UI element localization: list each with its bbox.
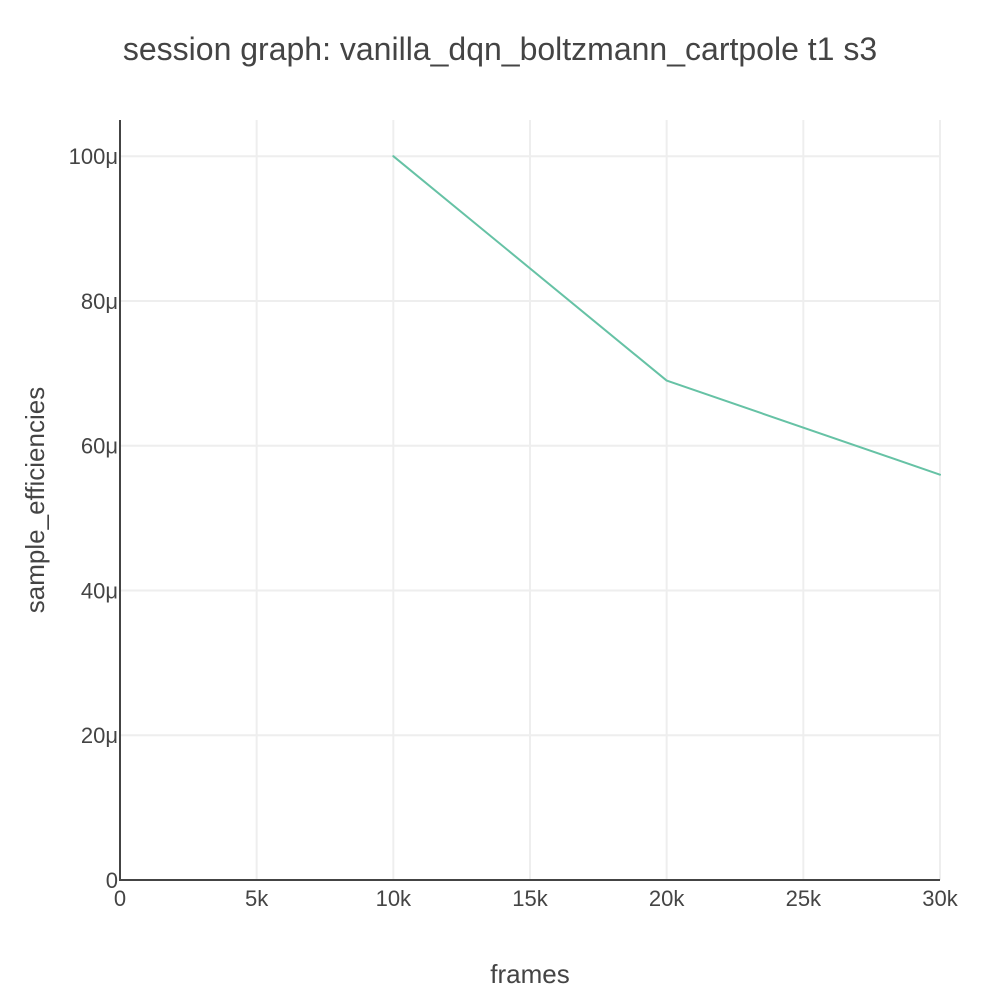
x-tick-label: 5k [245,886,269,911]
y-tick-label: 20μ [81,723,118,748]
x-tick-label: 25k [786,886,822,911]
y-tick-label: 100μ [69,144,118,169]
y-tick-label: 80μ [81,289,118,314]
x-tick-label: 10k [376,886,412,911]
y-tick-label: 0 [106,868,118,893]
x-tick-label: 30k [922,886,958,911]
series-layer [392,155,941,476]
y-axis-title: sample_efficiencies [20,387,50,613]
series-line [392,155,941,476]
y-tick-label: 40μ [81,578,118,603]
x-tick-label: 0 [114,886,126,911]
x-axis-ticks: 0 5k 10k 15k 20k 25k 30k [114,886,959,911]
y-axis-ticks: 0 20μ 40μ 60μ 80μ 100μ [69,144,118,893]
y-tick-label: 60μ [81,434,118,459]
x-tick-label: 20k [649,886,685,911]
chart-title: session graph: vanilla_dqn_boltzmann_car… [123,31,877,67]
x-axis-title: frames [490,959,569,989]
x-tick-label: 15k [512,886,548,911]
grid [120,120,941,880]
